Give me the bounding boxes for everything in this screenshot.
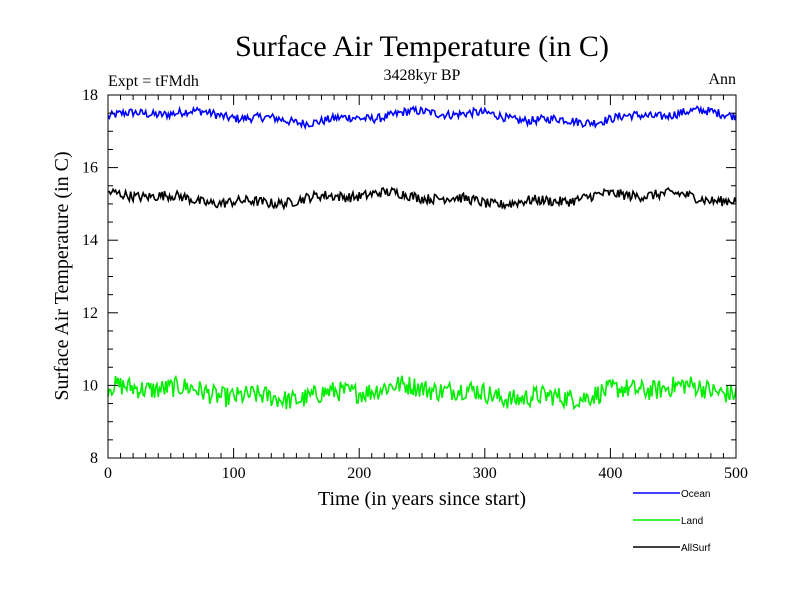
y-tick-label: 12 bbox=[82, 305, 98, 322]
legend: Ocean Land AllSurf bbox=[633, 489, 711, 554]
series-line-allsurf bbox=[107, 186, 737, 211]
y-axis: 8 10 12 14 16 18 bbox=[82, 87, 736, 467]
series-line-land bbox=[107, 374, 737, 411]
x-tick-label: 200 bbox=[347, 465, 371, 482]
x-axis-label: Time (in years since start) bbox=[318, 488, 526, 510]
x-tick-label: 0 bbox=[104, 465, 112, 482]
y-tick-label: 8 bbox=[90, 450, 98, 467]
chart-subtitle: 3428kyr BP bbox=[384, 67, 461, 84]
y-axis-label: Surface Air Temperature (in C) bbox=[51, 151, 73, 400]
season-label: Ann bbox=[708, 71, 736, 88]
experiment-label: Expt = tFMdh bbox=[108, 73, 199, 90]
x-tick-label: 100 bbox=[222, 465, 246, 482]
plot-lines bbox=[107, 104, 737, 411]
x-tick-label: 400 bbox=[598, 465, 622, 482]
x-tick-label: 500 bbox=[724, 465, 748, 482]
y-tick-label: 10 bbox=[82, 377, 98, 394]
x-tick-label: 300 bbox=[473, 465, 497, 482]
plot-frame bbox=[107, 94, 737, 459]
series-line-ocean bbox=[107, 104, 737, 131]
y-tick-label: 18 bbox=[82, 87, 98, 104]
x-axis: 0 100 200 300 400 500 bbox=[104, 95, 748, 482]
legend-label-ocean: Ocean bbox=[681, 489, 710, 500]
legend-label-land: Land bbox=[681, 516, 703, 527]
y-tick-label: 16 bbox=[82, 160, 98, 177]
y-tick-label: 14 bbox=[82, 232, 98, 249]
chart-title: Surface Air Temperature (in C) bbox=[235, 30, 609, 63]
legend-label-allsurf: AllSurf bbox=[681, 543, 711, 554]
